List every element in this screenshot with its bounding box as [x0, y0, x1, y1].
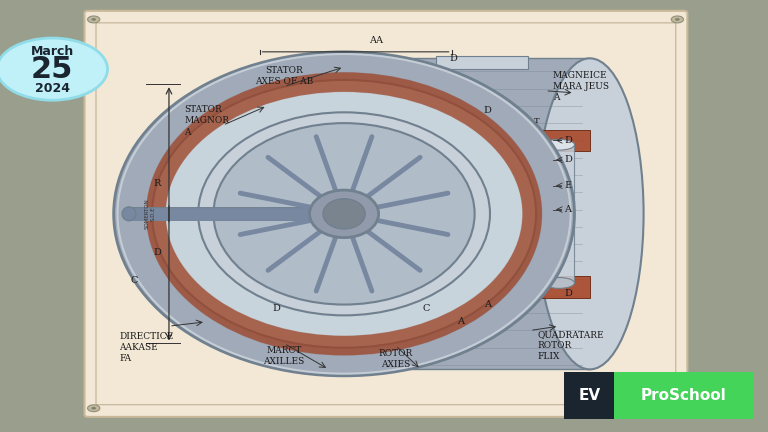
FancyBboxPatch shape: [84, 11, 687, 417]
Text: E: E: [564, 181, 571, 190]
Circle shape: [671, 405, 684, 412]
Ellipse shape: [505, 283, 536, 294]
Text: A: A: [564, 205, 571, 214]
Text: DIRECTICE
AAKASE
FA: DIRECTICE AAKASE FA: [119, 332, 174, 363]
Bar: [544, 145, 574, 283]
Text: C: C: [422, 305, 430, 313]
Ellipse shape: [390, 118, 421, 129]
Circle shape: [91, 18, 96, 21]
Text: D: D: [564, 136, 572, 145]
Bar: [564, 372, 614, 419]
Bar: [564, 372, 753, 419]
Ellipse shape: [114, 52, 574, 376]
Text: MARCT
AXILLES: MARCT AXILLES: [263, 346, 305, 366]
Text: D: D: [484, 106, 492, 114]
Text: EV: EV: [578, 388, 601, 403]
Text: D: D: [273, 305, 280, 313]
Ellipse shape: [310, 190, 379, 238]
Text: D: D: [154, 248, 161, 257]
Text: A: A: [457, 318, 465, 326]
Text: 25: 25: [31, 54, 74, 84]
Bar: [467, 134, 498, 294]
Ellipse shape: [544, 139, 574, 150]
Text: STATOR
AXES OF AB: STATOR AXES OF AB: [255, 66, 313, 86]
Text: ROTOR
AXIES: ROTOR AXIES: [379, 349, 412, 369]
Ellipse shape: [390, 299, 421, 310]
Ellipse shape: [429, 123, 459, 134]
Bar: [436, 56, 528, 69]
Text: QUADRATARE
ROTOR
FLIX: QUADRATARE ROTOR FLIX: [538, 330, 604, 361]
Bar: [429, 129, 459, 299]
Ellipse shape: [122, 207, 136, 221]
Text: D: D: [449, 54, 457, 63]
Circle shape: [88, 405, 100, 412]
Ellipse shape: [429, 294, 459, 305]
Text: A: A: [484, 300, 492, 309]
Ellipse shape: [536, 58, 644, 369]
Circle shape: [0, 38, 108, 100]
Ellipse shape: [467, 289, 498, 299]
Text: 2024: 2024: [35, 82, 70, 95]
Circle shape: [671, 16, 684, 23]
Bar: [352, 276, 590, 298]
Text: T: T: [534, 117, 539, 125]
Ellipse shape: [505, 134, 536, 145]
Text: R: R: [154, 179, 161, 188]
Text: D: D: [564, 289, 572, 298]
Text: March: March: [31, 45, 74, 58]
Circle shape: [675, 18, 680, 21]
Bar: [505, 139, 536, 289]
Text: AA: AA: [369, 36, 383, 45]
Ellipse shape: [198, 112, 490, 315]
Circle shape: [91, 407, 96, 410]
Polygon shape: [352, 58, 590, 369]
Ellipse shape: [214, 123, 475, 305]
Circle shape: [88, 16, 100, 23]
Ellipse shape: [323, 199, 366, 229]
Text: C: C: [131, 276, 138, 285]
Ellipse shape: [467, 129, 498, 139]
Bar: [352, 130, 590, 151]
Ellipse shape: [152, 80, 536, 348]
Text: STATOR
MAGNOR
A: STATOR MAGNOR A: [184, 105, 230, 137]
Text: MAGNEICE
MARA JEUS
A: MAGNEICE MARA JEUS A: [553, 71, 609, 102]
Text: SOMERTON
S.D.E: SOMERTON S.D.E: [144, 198, 155, 229]
Ellipse shape: [164, 210, 609, 235]
Text: D: D: [564, 156, 572, 164]
Ellipse shape: [544, 277, 574, 289]
Text: ProSchool: ProSchool: [641, 388, 727, 403]
Bar: [390, 123, 421, 305]
Circle shape: [675, 407, 680, 410]
